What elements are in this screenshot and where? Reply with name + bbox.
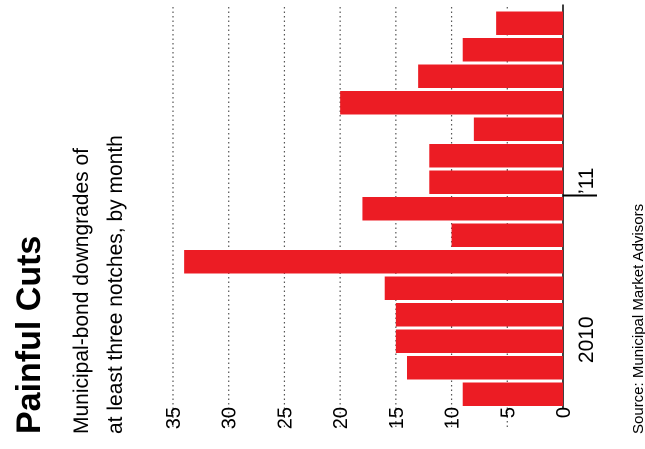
y-tick-label: 25 [274,407,296,429]
year-label-1: ’11 [575,168,598,194]
y-tick-label: 10 [442,407,464,429]
bars [184,11,564,406]
chart-title: Painful Cuts [10,236,48,434]
bar-sep-2010 [429,170,563,194]
y-tick-label: 0 [553,407,575,418]
y-tick-labels: 0 5 10 15 20 25 30 35 [163,407,575,429]
bar-oct-2010 [429,144,563,168]
y-tick-label: 20 [330,407,352,429]
year-labels: 2010 ’11 [563,168,598,363]
bar-jan-2011 [418,64,563,88]
bar-may-2010 [384,276,563,300]
bar-apr-2010 [395,303,564,327]
y-tick-label: 35 [163,407,185,429]
y-tick-label: 30 [219,407,241,429]
bar-aug-2010 [362,197,563,221]
bar-jan-2010 [462,382,564,406]
chart-subtitle-line1: Municipal-bond downgrades of [70,148,93,434]
bar-jun-2010 [184,250,563,274]
bar-jul-2010 [451,223,564,247]
year-label-0: 2010 [575,316,598,363]
chart-source: Source: Municipal Market Advisors [630,204,645,434]
bar-feb-2011 [462,38,564,62]
bar-feb-2010 [406,356,563,380]
chart-subtitle-line2: at least three notches, by month [104,135,127,434]
bar-mar-2010 [395,329,564,353]
y-tick-label: 15 [386,407,408,429]
y-tick-label: 5 [497,407,519,418]
bar-dec-2010 [340,91,564,115]
bar-mar-2011 [496,11,563,35]
bar-nov-2010 [473,117,563,141]
